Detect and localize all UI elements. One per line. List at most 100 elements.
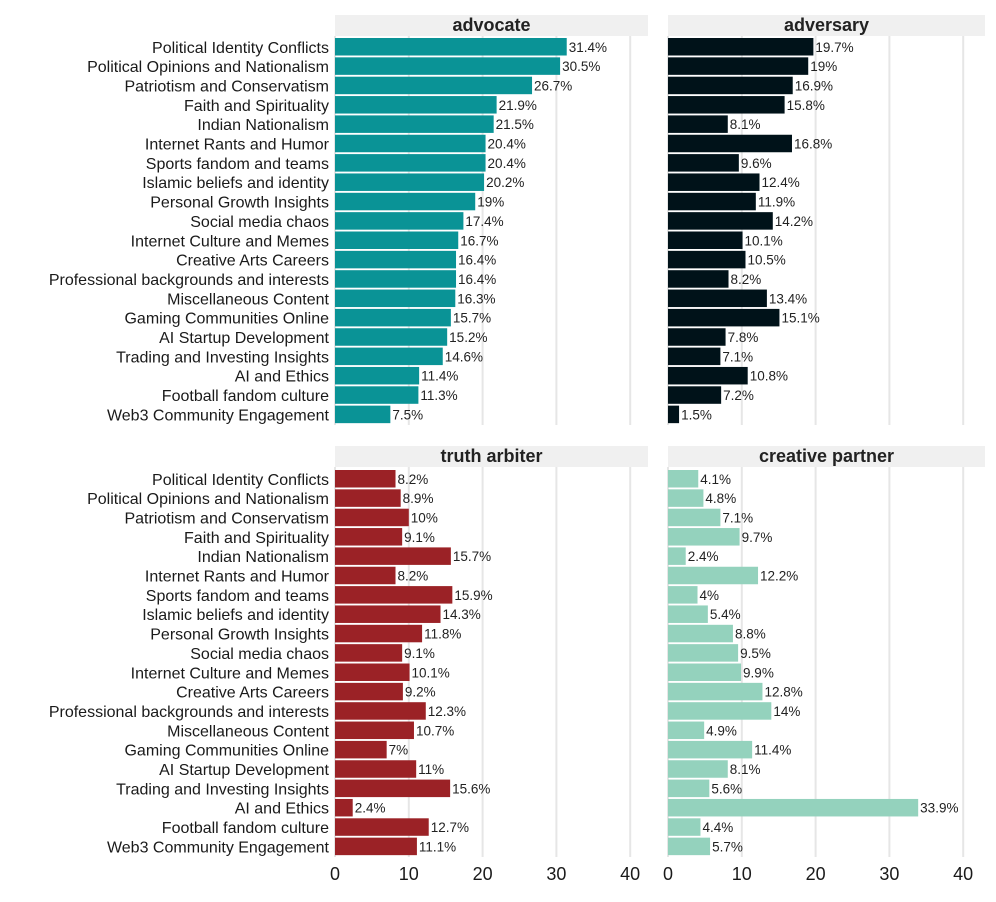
data-label: 4.9% [706,723,737,738]
facet-title-advocate: advocate [452,15,530,35]
bar-adversary [668,154,739,172]
bar-adversary [668,57,809,75]
data-label: 12.3% [428,704,466,719]
data-label: 9.2% [405,685,436,700]
bar-creative-partner [668,702,772,720]
category-label: Football fandom culture [162,388,329,405]
bar-creative-partner [668,470,699,488]
data-label: 7.2% [723,388,754,403]
category-label: AI Startup Development [159,762,329,779]
data-label: 16.7% [460,233,498,248]
data-label: 14% [773,704,800,719]
data-label: 13.4% [769,291,807,306]
bar-advocate [335,76,533,95]
data-label: 15.8% [787,98,825,113]
bar-adversary [668,231,743,249]
bar-advocate [335,328,448,346]
data-label: 12.8% [764,685,802,700]
bar-truth-arbiter [335,779,451,798]
bar-adversary [668,38,814,56]
category-label: Football fandom culture [162,820,329,837]
data-label: 9.5% [740,646,771,661]
category-label: Creative Arts Careers [176,685,329,702]
bar-creative-partner [668,760,728,778]
data-label: 5.7% [712,839,743,854]
data-label: 15.7% [453,311,491,326]
bar-truth-arbiter [335,605,441,623]
category-label: Indian Nationalism [197,117,329,134]
data-label: 26.7% [534,78,572,93]
category-label: Patriotism and Conservatism [124,510,329,527]
category-label: Islamic beliefs and identity [142,607,329,624]
category-label: AI Startup Development [159,330,329,347]
category-label: Personal Growth Insights [150,627,329,644]
category-label: Trading and Investing Insights [116,349,329,366]
data-label: 10.1% [745,233,783,248]
bar-advocate [335,154,486,172]
bar-adversary [668,328,726,346]
data-label: 8.1% [730,762,761,777]
category-label: Miscellaneous Content [167,291,329,308]
data-label: 2.4% [688,549,719,564]
facet-strip-adversary [668,15,985,36]
data-label: 19% [810,59,837,74]
bar-truth-arbiter [335,740,387,759]
category-label: Social media chaos [190,214,329,231]
data-label: 16.9% [795,78,833,93]
data-label: 11% [418,762,444,777]
bar-advocate [335,192,476,211]
data-label: 30.5% [562,59,600,74]
category-label: Internet Culture and Memes [131,665,329,682]
data-label: 15.1% [781,311,819,326]
category-label: Patriotism and Conservatism [124,78,329,95]
data-label: 16.4% [458,272,496,287]
bar-advocate [335,250,457,269]
data-label: 10.7% [416,723,454,738]
data-label: 15.7% [453,549,491,564]
data-label: 4.8% [705,491,736,506]
facet-title-adversary: adversary [784,15,869,35]
bar-creative-partner [668,528,740,546]
x-tick-label: 40 [620,864,640,884]
data-label: 16.8% [794,137,832,152]
bar-adversary [668,96,785,114]
category-label: Web3 Community Engagement [107,407,330,424]
data-label: 20.2% [486,175,524,190]
bar-truth-arbiter [335,586,453,604]
category-label: Indian Nationalism [197,549,329,566]
bar-creative-partner [668,605,708,623]
bar-adversary [668,270,729,288]
bar-adversary [668,386,722,404]
data-label: 15.6% [452,781,490,796]
data-label: 11.4% [754,743,791,758]
data-label: 12.2% [760,569,798,584]
bar-advocate [335,38,567,56]
category-label: Professional backgrounds and interests [49,272,329,289]
category-label: AI and Ethics [235,801,329,818]
x-tick-label: 20 [473,864,493,884]
category-label: Political Opinions and Nationalism [87,59,329,76]
data-label: 9.9% [743,665,774,680]
data-label: 7.5% [392,407,423,422]
data-label: 4.4% [702,820,733,835]
data-label: 31.4% [569,40,607,55]
bar-advocate [335,289,456,308]
category-label: Internet Rants and Humor [145,137,330,154]
data-label: 2.4% [355,801,386,816]
bar-creative-partner [668,837,711,856]
bar-advocate [335,57,561,75]
category-label: Faith and Spirituality [184,98,329,115]
category-label: Political Identity Conflicts [152,472,329,489]
bar-adversary [668,192,756,211]
facet-title-creative-partner: creative partner [759,446,894,466]
data-label: 8.2% [398,472,429,487]
data-label: 10.1% [412,665,450,680]
bar-adversary [668,366,748,385]
category-label: Internet Rants and Humor [145,569,330,586]
data-label: 7% [389,743,409,758]
bar-advocate [335,96,497,114]
data-label: 10.5% [747,253,785,268]
data-label: 12.7% [431,820,469,835]
category-label: Islamic beliefs and identity [142,175,329,192]
x-tick-label: 20 [806,864,826,884]
